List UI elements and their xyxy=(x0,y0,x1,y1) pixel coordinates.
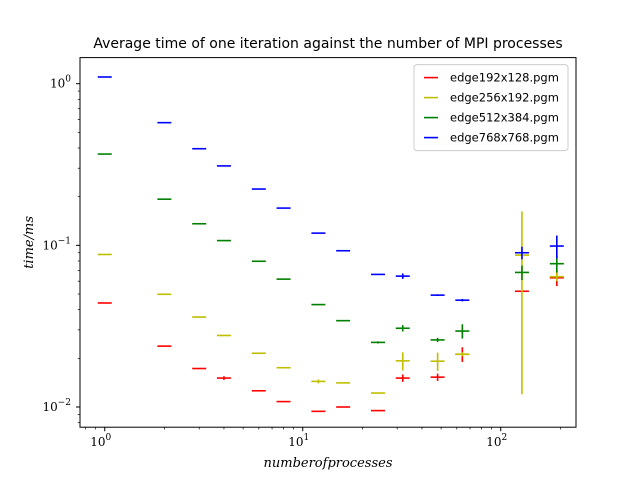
y-tick-label: 100 xyxy=(50,75,71,91)
legend-item: edge256x192.pgm xyxy=(424,91,559,105)
data-point xyxy=(216,376,231,380)
x-axis-label: numberofprocesses xyxy=(264,456,393,471)
legend-item: edge512x384.pgm xyxy=(424,111,559,125)
data-point xyxy=(455,298,470,302)
data-point xyxy=(514,246,529,260)
data-point xyxy=(395,273,410,279)
legend-label: edge512x384.pgm xyxy=(450,111,559,125)
data-point xyxy=(430,373,445,381)
plot-area xyxy=(97,76,564,413)
legend-item: edge192x128.pgm xyxy=(424,71,559,85)
data-point xyxy=(455,324,470,339)
series-4 xyxy=(97,76,564,302)
legend-item: edge768x768.pgm xyxy=(424,131,559,145)
x-tick-label: 100 xyxy=(90,433,111,449)
legend-box xyxy=(413,64,569,152)
data-point xyxy=(430,352,445,371)
y-tick-label: 10−2 xyxy=(42,398,71,414)
data-point xyxy=(395,325,410,332)
data-point xyxy=(371,341,386,344)
legend: edge192x128.pgm edge256x192.pgm edge512x38… xyxy=(413,64,569,152)
data-point xyxy=(395,352,410,371)
y-tick-label: 10−1 xyxy=(42,236,71,252)
chart-title: Average time of one iteration against th… xyxy=(93,36,562,52)
legend-label: edge768x768.pgm xyxy=(450,131,559,145)
data-point xyxy=(311,379,326,384)
data-point xyxy=(395,374,410,382)
data-point xyxy=(455,352,470,357)
axis-ticks: 100 101 102 10−2 10−1 100 xyxy=(42,75,561,449)
series-3 xyxy=(97,153,564,344)
data-point xyxy=(549,235,564,259)
axes-frame xyxy=(79,57,577,428)
data-point xyxy=(549,255,564,273)
data-point xyxy=(430,337,445,343)
data-point xyxy=(514,265,529,281)
x-tick-label: 102 xyxy=(486,433,507,449)
data-point xyxy=(549,272,564,282)
legend-label: edge192x128.pgm xyxy=(450,71,559,85)
legend-label: edge256x192.pgm xyxy=(450,91,559,105)
series-2 xyxy=(97,211,564,395)
y-axis-label: time/ms xyxy=(22,216,37,269)
data-point xyxy=(430,294,445,297)
x-tick-label: 101 xyxy=(288,433,309,449)
